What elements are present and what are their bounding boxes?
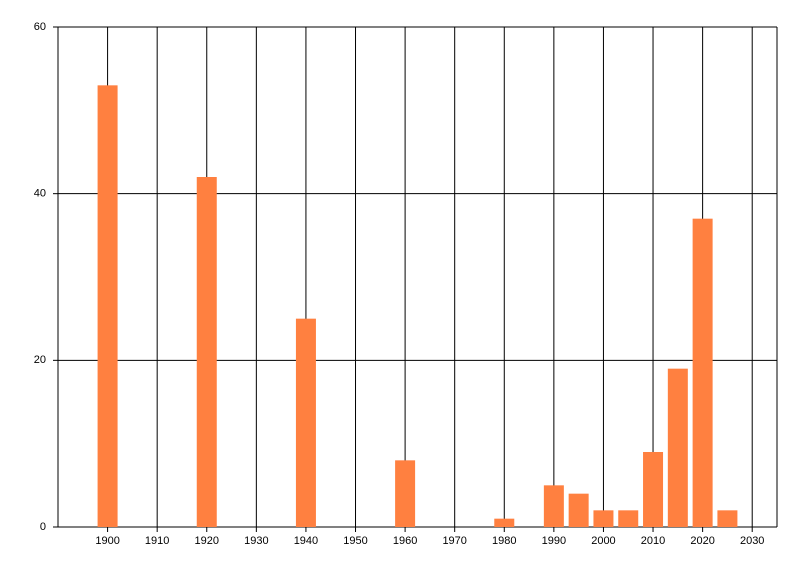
bar [568,493,589,527]
x-tick-label: 1960 [393,535,417,547]
bar [196,177,217,527]
x-tick-label: 2030 [740,535,764,547]
x-tick-label: 1920 [195,535,219,547]
y-tick-label: 40 [34,188,46,200]
x-tick-label: 1970 [442,535,466,547]
x-tick-label: 1900 [95,535,119,547]
x-tick-label: 1940 [294,535,318,547]
y-tick-label: 0 [40,521,46,533]
x-tick-label: 1990 [542,535,566,547]
bar [494,518,515,527]
bar [593,510,614,527]
bar [618,510,639,527]
bar [667,368,688,527]
bar [692,218,713,527]
x-tick-label: 1980 [492,535,516,547]
bar [543,485,564,527]
bar [97,85,118,527]
bar [295,318,316,527]
y-tick-label: 20 [34,354,46,366]
y-tick-label: 60 [34,21,46,33]
x-tick-label: 1950 [343,535,367,547]
bar [395,460,416,527]
bar [717,510,738,527]
x-tick-label: 1910 [145,535,169,547]
bar [643,452,664,527]
x-tick-label: 1930 [244,535,268,547]
x-tick-label: 2000 [591,535,615,547]
x-tick-label: 2010 [641,535,665,547]
x-tick-label: 2020 [690,535,714,547]
